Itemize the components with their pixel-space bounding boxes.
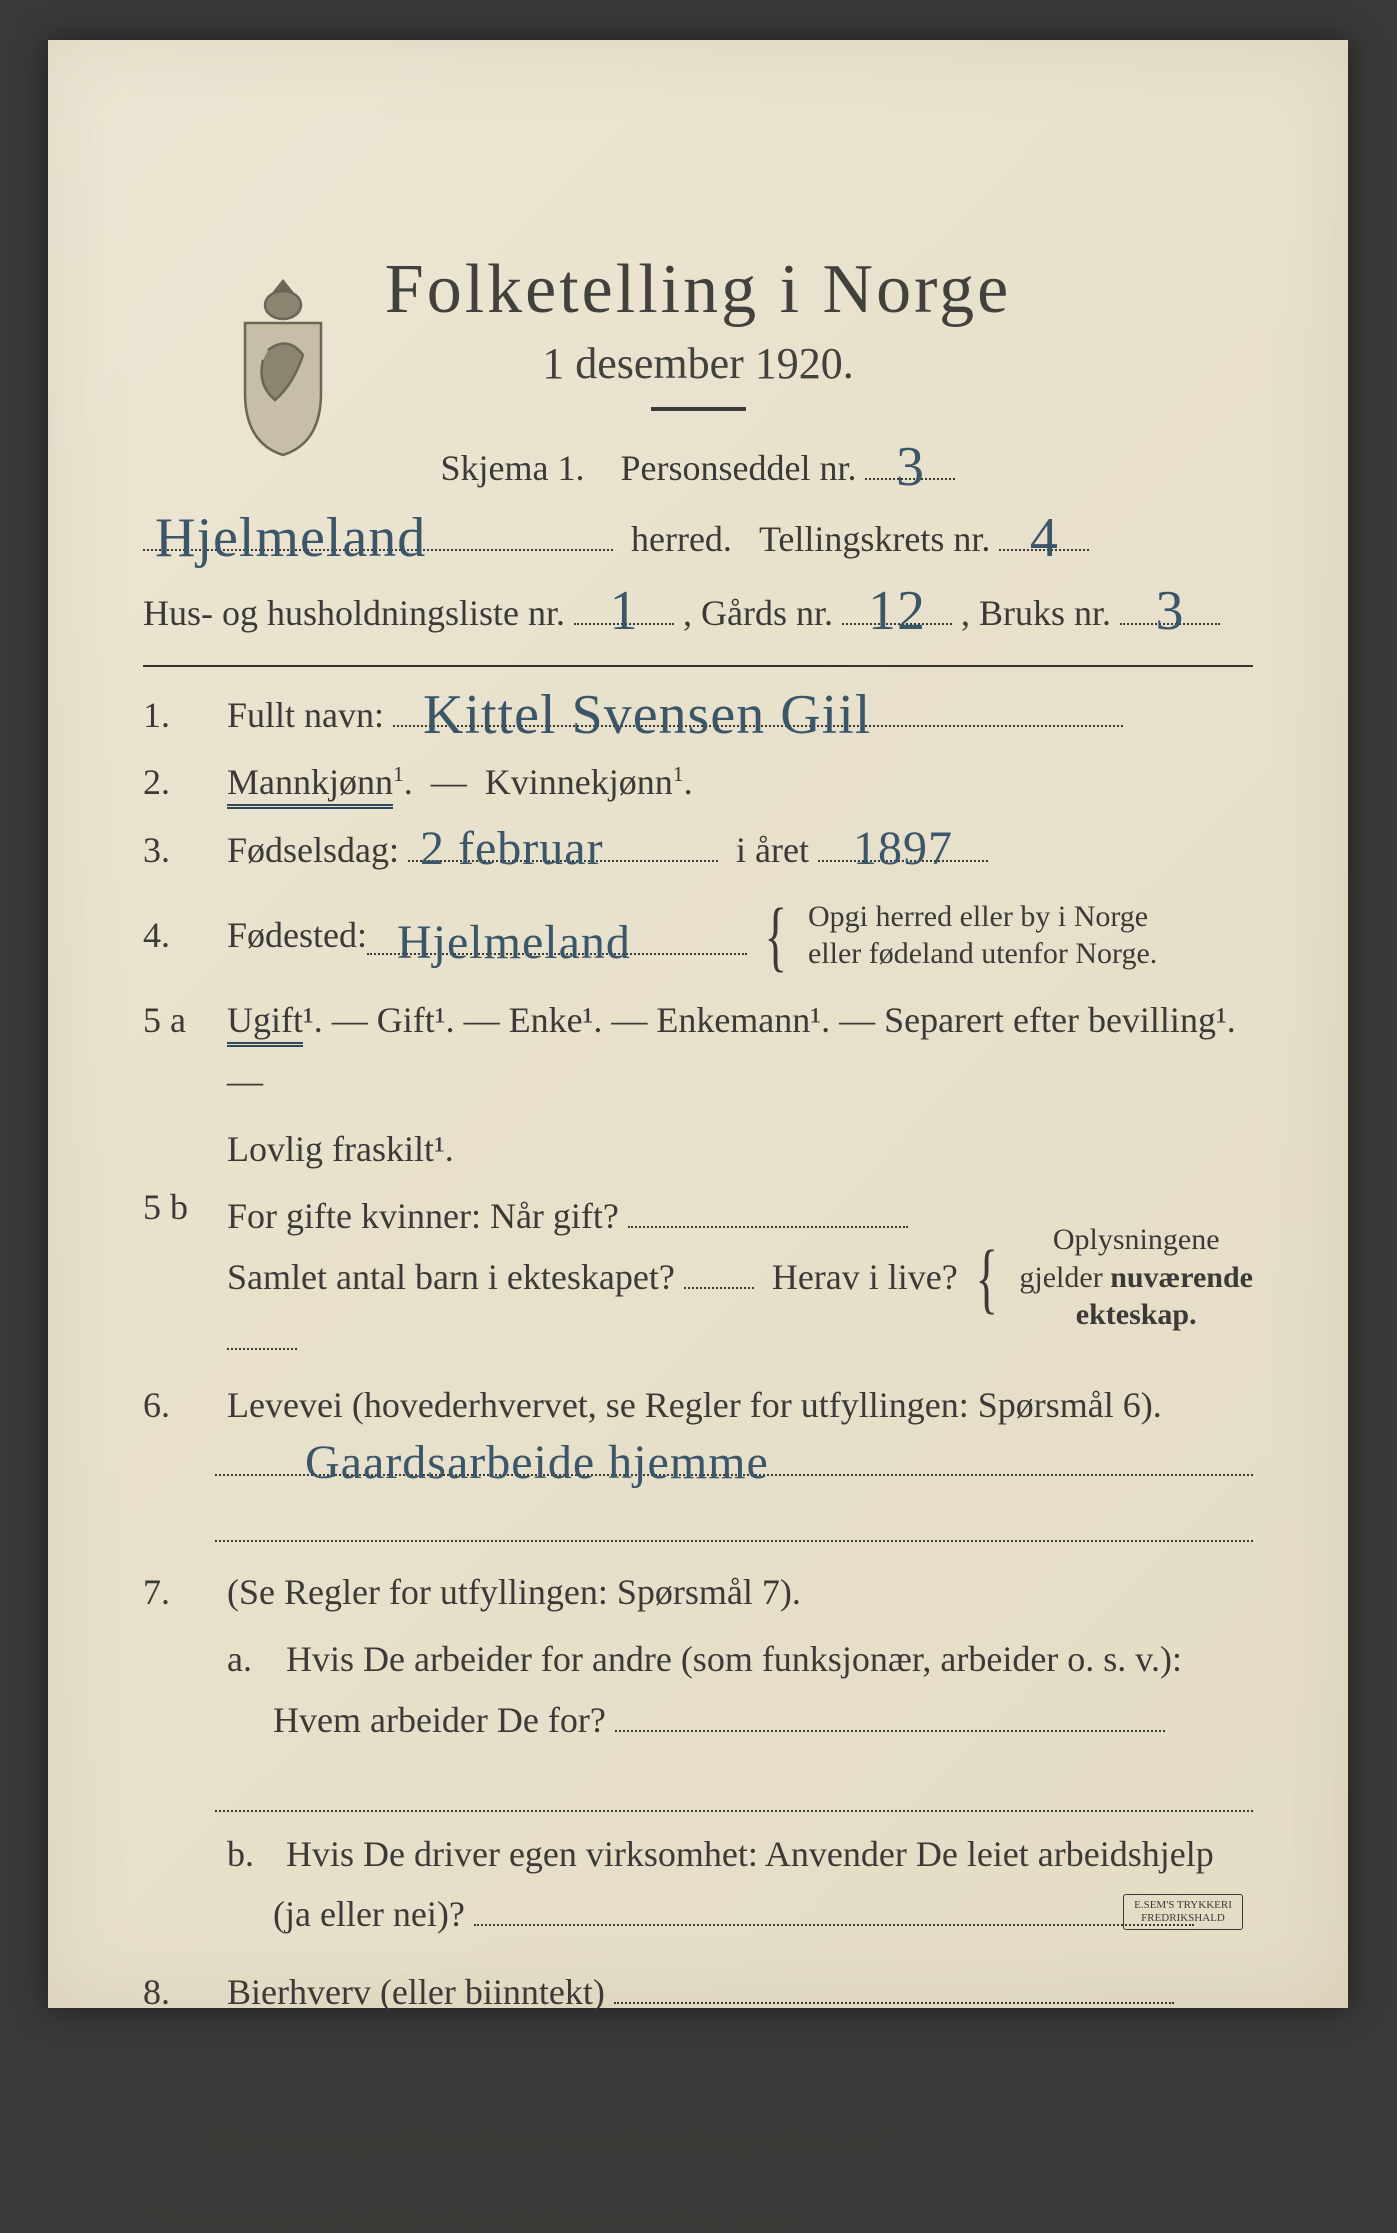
q8-num: 8. <box>143 1971 215 2013</box>
q7a-2: Hvem arbeider De for? <box>273 1700 606 1740</box>
q5a-row2: Lovlig fraskilt¹. <box>143 1119 1253 1180</box>
gards-value: 12 <box>842 565 952 657</box>
q5b-l2a: Samlet antal barn i ekteskapet? <box>227 1257 675 1297</box>
tellingskrets-label: Tellingskrets nr. <box>759 519 990 559</box>
q6-blank <box>143 1502 1253 1542</box>
q3-year: 1897 <box>818 808 988 890</box>
q7b-row: b. Hvis De driver egen virksomhet: Anven… <box>143 1824 1253 1885</box>
q4-label: Fødested: <box>227 905 367 966</box>
q7a-blank <box>143 1772 1253 1812</box>
census-form-page: Folketelling i Norge 1 desember 1920. Sk… <box>48 40 1348 2008</box>
q5b-l1: For gifte kvinner: Når gift? <box>227 1196 619 1236</box>
q1-num: 1. <box>143 694 215 736</box>
q4-row: 4. Fødested: Hjelmeland Opgi herred elle… <box>143 887 1253 985</box>
q1-value: Kittel Svensen Giil <box>393 668 1123 763</box>
hus-value: 1 <box>574 565 674 657</box>
q5b-note: Oplysningene gjelder nuværende ekteskap. <box>968 1221 1253 1334</box>
q8-blank <box>143 2047 1253 2087</box>
q7-head: (Se Regler for utfyllingen: Spørsmål 7). <box>227 1562 1253 1623</box>
q1-row: 1. Fullt navn: Kittel Svensen Giil <box>143 685 1253 746</box>
bruks-label: , Bruks nr. <box>961 593 1111 633</box>
q3-row: 3. Fødselsdag: 2 februar i året 1897 <box>143 820 1253 881</box>
q5a-num: 5 a <box>143 999 215 1041</box>
q5a-row: 5 a Ugift¹. — Gift¹. — Enke¹. — Enkemann… <box>143 990 1253 1112</box>
q5b-row: 5 b For gifte kvinner: Når gift? Samlet … <box>143 1186 1253 1370</box>
q3-mid: i året <box>736 830 809 870</box>
skjema-line: Skjema 1. Personseddel nr. 3 <box>143 439 1253 498</box>
q6-num: 6. <box>143 1384 215 1426</box>
printer-mark: E.SEM'S TRYKKERI FREDRIKSHALD <box>1123 1894 1243 1930</box>
bruks-value: 3 <box>1120 565 1220 657</box>
q2-mann: Mannkjønn <box>227 762 393 809</box>
q2-kvinne: Kvinnekjønn <box>485 762 673 802</box>
personseddel-label: Personseddel nr. <box>621 448 857 488</box>
q7b-2: (ja eller nei)? <box>273 1894 465 1934</box>
q7a-2-line: Hvem arbeider De for? <box>143 1691 1253 1750</box>
q7a-1: Hvis De arbeider for andre (som funksjon… <box>286 1639 1182 1679</box>
hus-line: Hus- og husholdningsliste nr. 1 , Gårds … <box>143 584 1253 643</box>
herred-value: Hjelmeland <box>143 492 613 584</box>
q4-value: Hjelmeland <box>367 902 747 984</box>
q3-num: 3. <box>143 829 215 871</box>
q7-num: 7. <box>143 1571 215 1613</box>
hus-label: Hus- og husholdningsliste nr. <box>143 593 565 633</box>
q6-value-line: Gaardsarbeide hjemme <box>143 1437 1253 1477</box>
q8-row: 8. Bierhverv (eller biinntekt) <box>143 1962 1253 2023</box>
q8-label: Bierhverv (eller biinntekt) <box>227 1972 605 2012</box>
coat-of-arms-icon <box>223 275 343 460</box>
q7b-2-line: (ja eller nei)? <box>143 1885 1253 1944</box>
gards-label: , Gårds nr. <box>683 593 833 633</box>
q7-row: 7. (Se Regler for utfyllingen: Spørsmål … <box>143 1562 1253 1623</box>
personseddel-value: 3 <box>865 421 955 513</box>
title-divider <box>651 407 746 411</box>
tellingskrets-value: 4 <box>999 492 1089 584</box>
q7a-row: a. Hvis De arbeider for andre (som funks… <box>143 1629 1253 1690</box>
q6-value: Gaardsarbeide hjemme <box>215 1423 1253 1502</box>
q5a-opts2: Lovlig fraskilt¹. <box>227 1119 1253 1180</box>
herred-label: herred. <box>631 519 732 559</box>
q5b-num: 5 b <box>143 1186 215 1228</box>
footnote: ¹ Her kan svares ved tydelig understrekn… <box>143 2199 1253 2233</box>
q7a-num: a. <box>227 1629 277 1690</box>
q1-label: Fullt navn: <box>227 695 384 735</box>
skjema-label: Skjema 1. <box>441 448 585 488</box>
q4-note: Opgi herred eller by i Norge eller fødel… <box>757 887 1157 985</box>
q7b-1: Hvis De driver egen virksomhet: Anvender… <box>286 1834 1214 1874</box>
herred-line: Hjelmeland herred. Tellingskrets nr. 4 <box>143 510 1253 569</box>
q4-num: 4. <box>143 914 215 956</box>
q3-day: 2 februar <box>408 808 718 890</box>
q2-num: 2. <box>143 761 215 803</box>
q3-label: Fødselsdag: <box>227 830 399 870</box>
q5b-l2b: Herav i live? <box>772 1257 958 1297</box>
tail-line: Har man ingen biinntekt av nogen betydni… <box>143 2115 1253 2165</box>
q7b-num: b. <box>227 1824 277 1885</box>
